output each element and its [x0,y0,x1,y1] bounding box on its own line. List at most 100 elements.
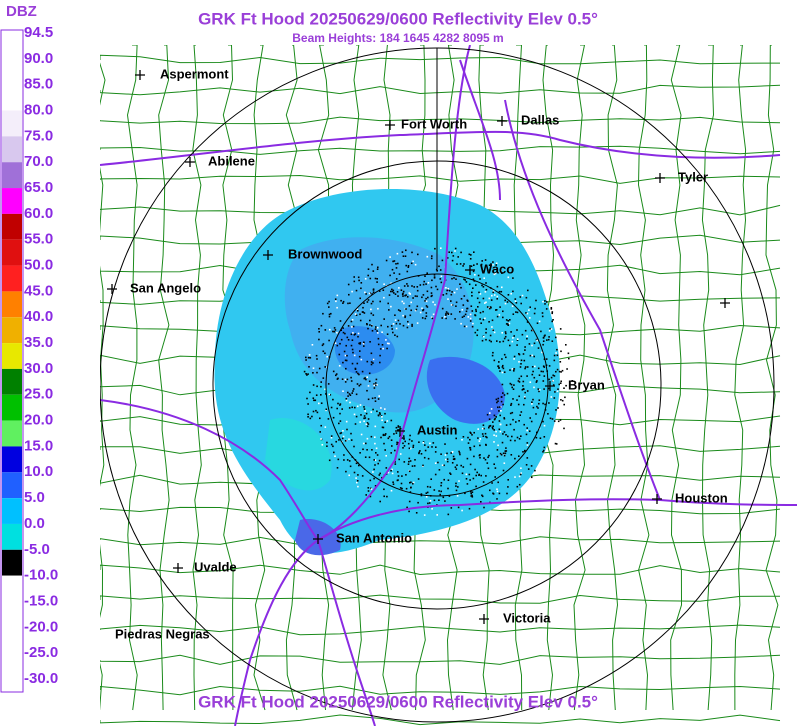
echo-dot [390,489,393,492]
city-marker [173,563,183,573]
county-line [100,594,781,604]
echo-dot [441,307,444,310]
echo-dot [496,488,498,490]
echo-dot [397,471,399,473]
echo-dot [412,444,415,447]
echo-dot [459,263,462,265]
scale-swatch [2,58,22,85]
echo-dot [385,455,387,457]
echo-dot [381,426,384,429]
echo-dot [411,251,413,254]
echo-dot [386,495,388,498]
echo-dot [525,296,528,299]
echo-dot [393,433,395,435]
echo-dot [353,280,356,283]
echo-dot [426,306,429,308]
echo-dot [429,486,432,488]
echo-dot [363,341,365,344]
echo-dot [485,444,487,446]
echo-dot [460,286,462,289]
echo-dot [533,342,536,345]
echo-dot [448,251,450,253]
echo-dot [516,436,519,439]
echo-dot [512,337,514,339]
echo-dot [523,396,526,398]
echo-dot [461,439,463,441]
echo-dot [345,399,348,402]
echo-dot [342,361,344,364]
echo-dot [558,383,560,386]
echo-dot [543,335,546,337]
echo-dot [315,409,317,412]
echo-dot [322,377,325,379]
echo-dot [384,408,386,410]
echo-dot [556,368,559,371]
scale-swatch [2,33,22,59]
echo-dot [493,294,496,296]
echo-dot [504,299,506,302]
echo-dot [377,414,380,416]
echo-dot [505,450,508,452]
echo-dot [523,359,526,362]
echo-dot [441,317,443,319]
echo-dot [416,305,419,308]
echo-dot [465,473,468,476]
echo-dot [458,480,460,482]
scale-label: 65.0 [24,179,53,196]
echo-dot [431,508,433,510]
echo-dot [450,313,453,315]
echo-dot [460,298,463,300]
echo-dot [489,334,492,337]
echo-dot [334,455,336,457]
echo-dot [419,284,422,286]
echo-dot [361,475,364,477]
echo-dot [439,493,441,496]
echo-dot [356,362,359,365]
echo-dot [367,398,370,401]
echo-dot [511,435,513,438]
echo-dot [303,370,306,373]
echo-dot [472,278,475,280]
echo-dot [348,474,350,477]
echo-dot [464,492,466,495]
echo-dot [407,320,409,323]
echo-dot [520,435,522,437]
city-marker [479,614,489,624]
echo-dot [405,294,407,296]
echo-dot [409,491,412,493]
echo-dot [423,280,425,283]
echo-dot [496,490,499,493]
echo-dot [534,365,536,368]
echo-dot [526,427,528,429]
echo-dot [400,289,403,291]
echo-dot [398,458,400,461]
echo-dot [438,265,440,268]
echo-dot [337,377,339,380]
echo-dot [479,311,482,314]
echo-dot [375,382,377,384]
echo-dot [443,478,445,481]
echo-dot [526,444,529,446]
echo-dot [496,498,498,500]
echo-dot [405,264,407,267]
echo-dot [482,435,485,437]
echo-dot [388,294,391,296]
echo-dot [552,319,554,321]
echo-dot [405,487,408,490]
echo-dot [342,327,344,329]
echo-dot [552,374,554,377]
echo-dot [394,293,397,295]
echo-dot [451,251,453,254]
echo-dot [500,453,503,456]
echo-dot [345,470,347,473]
echo-dot [492,291,494,294]
echo-dot [490,299,493,301]
echo-dot [504,452,507,455]
echo-dot [521,294,524,297]
echo-dot [356,405,359,408]
echo-dot [355,462,358,465]
echo-dot [509,369,511,371]
echo-dot [553,397,556,399]
echo-dot [530,420,533,423]
echo-dot [441,259,444,262]
